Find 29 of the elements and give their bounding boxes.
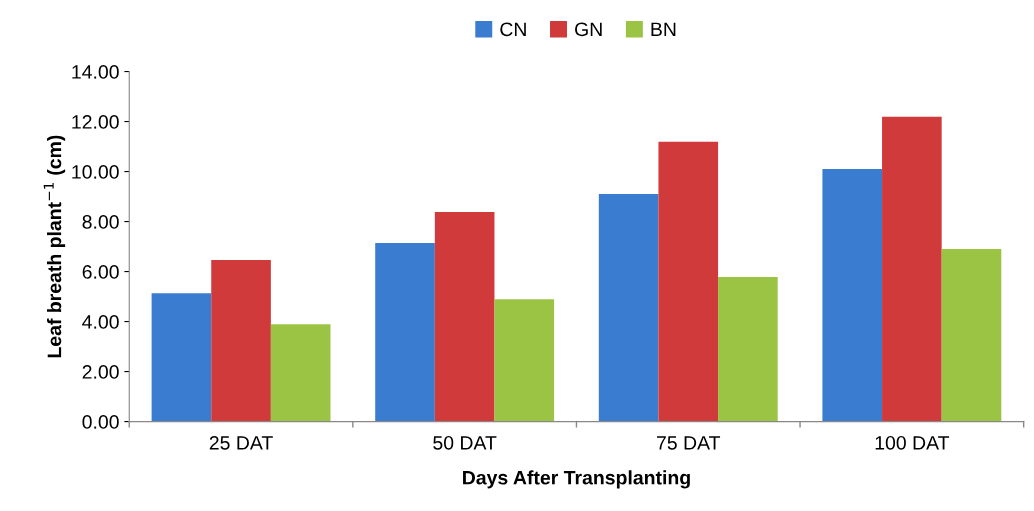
y-tick-label: 8.00 xyxy=(82,215,119,229)
bar xyxy=(718,277,778,422)
bar xyxy=(822,169,883,422)
y-tick-label: 12.00 xyxy=(72,115,119,129)
x-tick-label: 50 DAT xyxy=(433,435,497,450)
bar xyxy=(375,243,435,422)
y-tick-label: 2.00 xyxy=(82,365,119,379)
x-tick-label: 100 DAT xyxy=(875,435,950,450)
bar xyxy=(494,299,555,422)
y-tick-label: 0.00 xyxy=(82,415,119,429)
bar xyxy=(658,141,719,422)
bar xyxy=(882,116,942,422)
y-tick-label: 10.00 xyxy=(72,165,119,179)
y-axis-title: Leaf breath plant$^{−1}$ (cm) xyxy=(43,135,66,358)
legend-label: BN xyxy=(651,22,676,36)
bar xyxy=(211,260,271,422)
bar xyxy=(434,212,495,422)
y-tick-label: 14.00 xyxy=(72,65,119,79)
x-tick-label: 25 DAT xyxy=(209,435,273,450)
x-axis-title: Days After Transplanting xyxy=(463,470,690,489)
legend-label: CN xyxy=(500,22,526,37)
bar xyxy=(270,324,331,422)
bar xyxy=(598,194,659,422)
x-tick-label: 75 DAT xyxy=(657,436,721,450)
bar xyxy=(151,293,212,422)
legend-label: GN xyxy=(575,22,602,37)
y-tick-label: 4.00 xyxy=(82,315,119,329)
bar xyxy=(941,249,1002,422)
y-tick-label: 6.00 xyxy=(82,265,119,279)
